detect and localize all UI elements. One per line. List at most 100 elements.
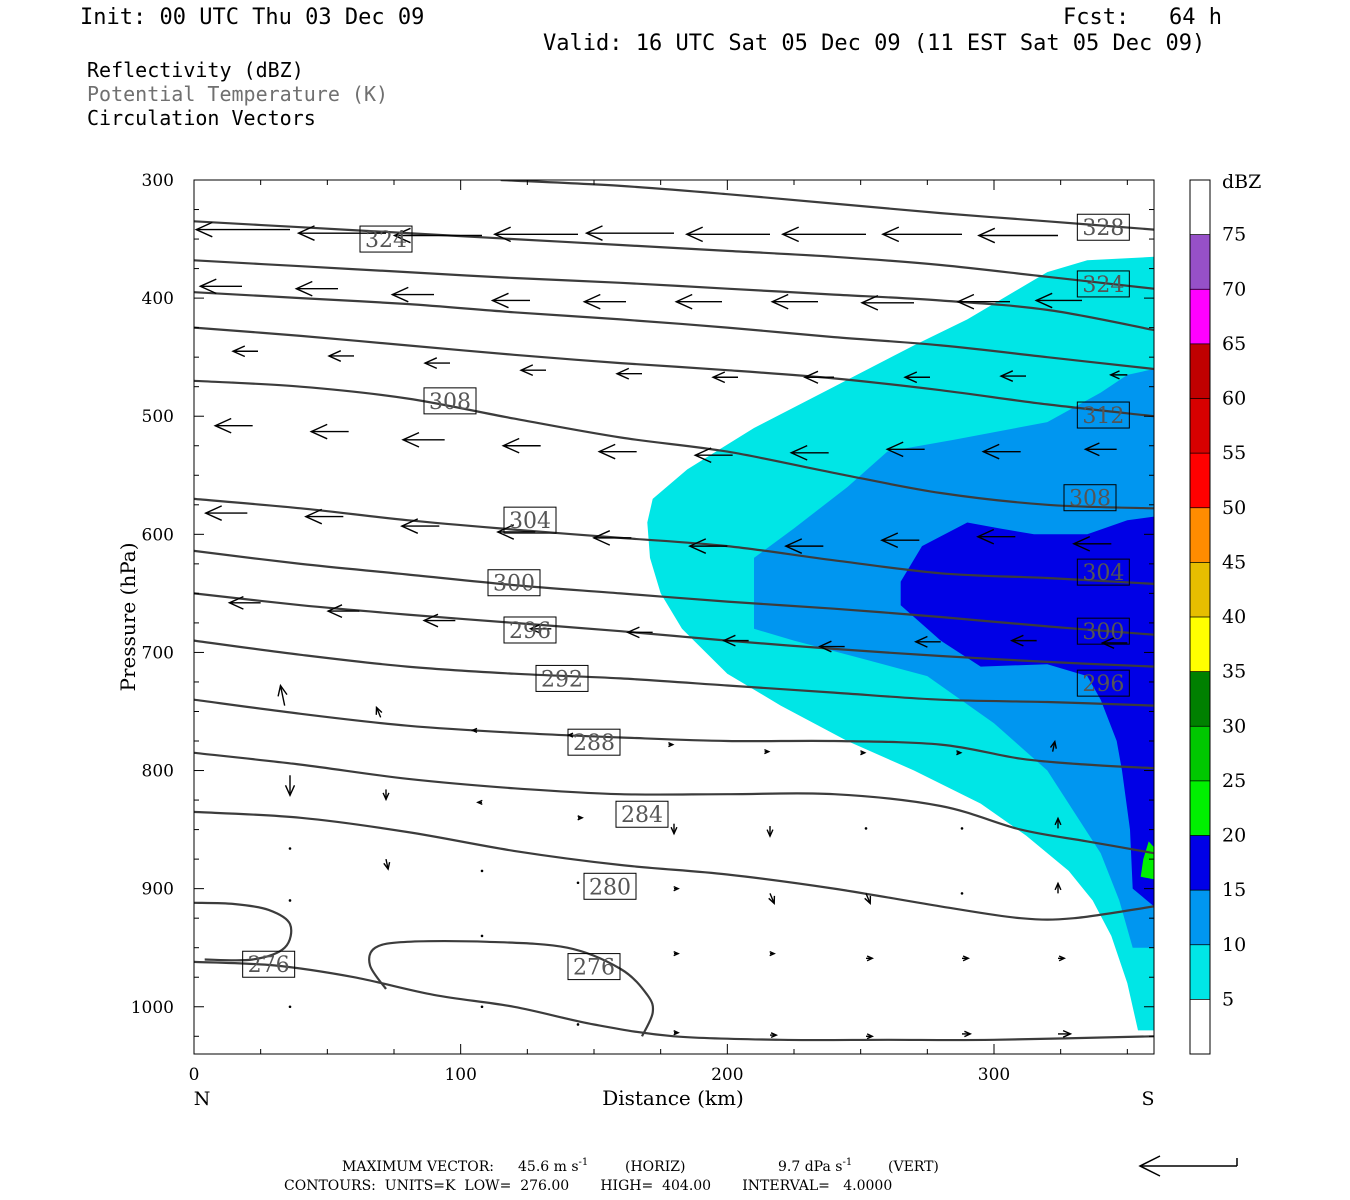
circulation-vector xyxy=(401,431,445,448)
circulation-vector xyxy=(914,635,941,648)
vector-head xyxy=(304,508,323,525)
vector-head xyxy=(1054,881,1062,891)
theta-label: 312 xyxy=(1076,401,1130,429)
circulation-vector xyxy=(492,226,578,243)
circulation-vector xyxy=(668,741,675,748)
vector-head xyxy=(615,367,630,380)
colorbar-level-label: 75 xyxy=(1222,224,1246,246)
circulation-vector xyxy=(194,221,290,238)
vector-head xyxy=(1083,442,1100,457)
vector-head xyxy=(981,443,1000,460)
circulation-vector xyxy=(693,447,733,464)
circulation-vector xyxy=(577,815,584,821)
circulation-vector xyxy=(784,538,824,554)
colorbar-level-label: 30 xyxy=(1222,715,1246,737)
theta-label: 276 xyxy=(567,953,621,981)
theta-label-box xyxy=(567,728,621,756)
circulation-vector xyxy=(818,640,845,653)
theta-label-text: 308 xyxy=(429,390,471,415)
colorbar-segment xyxy=(1190,398,1210,454)
theta-contour-292 xyxy=(194,639,1154,707)
colorbar-segment xyxy=(1190,726,1210,781)
theta-contour-276 xyxy=(194,960,1154,1042)
circulation-vector xyxy=(860,294,914,311)
theta-label-text: 324 xyxy=(365,228,407,253)
vector-head xyxy=(914,635,928,648)
circulation-vector xyxy=(673,950,680,957)
theta-label-box xyxy=(503,616,557,644)
vector-head xyxy=(294,280,313,297)
valid-time: Valid: 16 UTC Sat 05 Dec 09 (11 EST Sat … xyxy=(543,31,1206,56)
circulation-vector xyxy=(960,827,964,830)
circulation-vector xyxy=(1054,881,1062,894)
theta-contour-284 xyxy=(194,751,1154,855)
theta-contour-324 xyxy=(194,220,1154,290)
circulation-vector xyxy=(1072,535,1112,552)
vector-head xyxy=(977,227,996,244)
vector-head xyxy=(670,826,678,836)
y-tick-label: 700 xyxy=(142,643,174,663)
vector-head xyxy=(1072,535,1091,552)
circulation-vector xyxy=(770,293,818,310)
y-tick-label: 800 xyxy=(142,762,174,782)
max-vector-vert: 9.7 dPa s xyxy=(778,1159,842,1175)
vector-head xyxy=(784,538,803,554)
circulation-vector xyxy=(392,227,482,244)
colorbar-segment xyxy=(1190,289,1210,344)
colorbar-segment xyxy=(1190,835,1210,891)
vector-head xyxy=(501,437,520,454)
theta-label: 296 xyxy=(503,616,557,644)
circulation-vector xyxy=(490,292,530,309)
circulation-vector xyxy=(423,357,450,370)
vector-head xyxy=(1109,370,1120,380)
colorbar-level-label: 10 xyxy=(1222,934,1246,956)
colorbar-segment xyxy=(1190,453,1210,508)
vector-head xyxy=(688,538,707,554)
circulation-vector xyxy=(390,286,434,303)
theta-label-text: 304 xyxy=(1082,561,1124,586)
colorbar-segment xyxy=(1190,562,1210,617)
circulation-vector xyxy=(764,748,771,755)
vector-head xyxy=(584,225,603,241)
vector-head xyxy=(392,227,411,244)
theta-contour-276 xyxy=(194,901,293,962)
theta-label-box xyxy=(1076,401,1130,429)
theta-label: 300 xyxy=(1076,617,1130,645)
vector-head xyxy=(789,444,808,461)
vector-head xyxy=(326,604,343,619)
theta-contour-280 xyxy=(194,810,1154,921)
colorbar-segment xyxy=(1190,234,1210,290)
circulation-vector xyxy=(885,441,925,458)
vector-head xyxy=(1100,637,1115,649)
circulation-vector xyxy=(476,799,483,806)
circulation-vector xyxy=(528,623,552,635)
theta-label: 296 xyxy=(1076,669,1130,697)
colorbar-level-label: 45 xyxy=(1222,551,1246,573)
x-tick-label: 200 xyxy=(711,1065,743,1085)
circulation-vector xyxy=(866,1033,874,1040)
vector-dot xyxy=(960,892,964,895)
colorbar-level-label: 70 xyxy=(1222,278,1246,300)
theta-label-text: 292 xyxy=(541,667,583,692)
theta-label: 276 xyxy=(242,950,296,978)
max-vector-vert-exp: -1 xyxy=(842,1157,852,1168)
theta-label: 280 xyxy=(583,872,637,900)
theta-label: 292 xyxy=(535,664,589,692)
forecast-hour: Fcst: 64 h xyxy=(1063,5,1222,30)
max-vector-line: MAXIMUM VECTOR: 45.6 m s-1 (HORIZ) 9.7 dPa … xyxy=(342,1157,939,1175)
vector-head xyxy=(496,524,515,540)
vector-dot xyxy=(288,899,292,902)
vector-head xyxy=(673,1030,680,1036)
colorbar-level-label: 35 xyxy=(1222,661,1246,683)
colorbar-segment xyxy=(1190,944,1210,1000)
colorbar-unit-label: dBZ xyxy=(1222,171,1261,193)
circulation-vector xyxy=(284,775,296,798)
circulation-vector xyxy=(383,858,391,871)
vector-head xyxy=(866,1033,874,1040)
circulation-vector xyxy=(326,604,360,619)
colorbar-segment xyxy=(1190,343,1210,399)
reference-vector xyxy=(1138,1155,1238,1177)
vector-head xyxy=(423,357,438,370)
x-end-label-north: N xyxy=(194,1088,211,1110)
circulation-vector xyxy=(881,226,962,243)
